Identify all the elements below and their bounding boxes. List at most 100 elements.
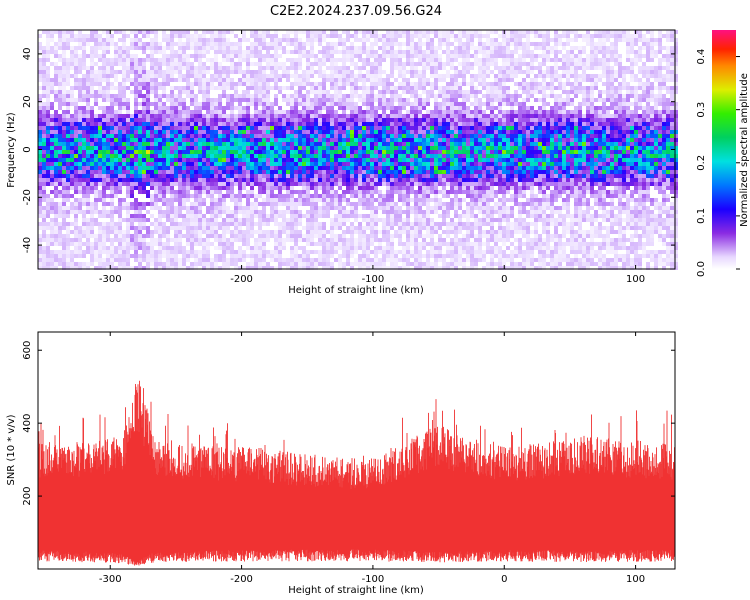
spectrogram-cell bbox=[82, 170, 86, 174]
spectrogram-cell bbox=[198, 250, 202, 254]
spectrogram-cell bbox=[202, 246, 206, 250]
spectrogram-cell bbox=[190, 170, 194, 174]
spectrogram-cell bbox=[246, 126, 250, 130]
spectrogram-cell bbox=[242, 210, 246, 214]
spectrogram-cell bbox=[254, 30, 258, 34]
spectrogram-cell bbox=[122, 62, 126, 66]
spectrogram-cell bbox=[98, 122, 102, 126]
spectrogram-cell bbox=[278, 162, 282, 166]
spectrogram-cell bbox=[186, 114, 190, 118]
spectrogram-cell bbox=[282, 174, 286, 178]
spectrogram-cell bbox=[178, 170, 182, 174]
spectrogram-cell bbox=[142, 254, 146, 258]
spectrogram-cell bbox=[338, 202, 342, 206]
spectrogram-cell bbox=[94, 246, 98, 250]
spectrogram-cell bbox=[306, 206, 310, 210]
spectrogram-cell bbox=[42, 226, 46, 230]
spectrogram-cell bbox=[126, 250, 130, 254]
spectrogram-cell bbox=[54, 142, 58, 146]
spectrogram-cell bbox=[110, 126, 114, 130]
spectrogram-cell bbox=[54, 218, 58, 222]
spectrogram-cell bbox=[90, 54, 94, 58]
spectrogram-cell bbox=[334, 166, 338, 170]
spectrogram-cell bbox=[166, 266, 170, 270]
spectrogram-cell bbox=[338, 258, 342, 262]
spectrogram-cell bbox=[258, 170, 262, 174]
spectrogram-cell bbox=[146, 206, 150, 210]
spectrogram-cell bbox=[90, 150, 94, 154]
spectrogram-cell bbox=[250, 250, 254, 254]
spectrogram-cell bbox=[118, 222, 122, 226]
spectrogram-cell bbox=[162, 162, 166, 166]
spectrogram-cell bbox=[170, 70, 174, 74]
spectrogram-cell bbox=[230, 134, 234, 138]
spectrogram-cell bbox=[110, 82, 114, 86]
spectrogram-cell bbox=[50, 130, 54, 134]
spectrogram-cell bbox=[202, 46, 206, 50]
spectrogram-cell bbox=[282, 34, 286, 38]
spectrogram-cell bbox=[302, 122, 306, 126]
spectrogram-cell bbox=[198, 118, 202, 122]
spectrogram-cell bbox=[270, 258, 274, 262]
spectrogram-cell bbox=[94, 198, 98, 202]
spectrogram-cell bbox=[290, 174, 294, 178]
spectrogram-cell bbox=[358, 42, 362, 46]
spectrogram-cell bbox=[354, 234, 358, 238]
spectrogram-cell bbox=[74, 234, 78, 238]
spectrogram-cell bbox=[130, 146, 134, 150]
spectrogram-cell bbox=[350, 202, 354, 206]
spectrogram-cell bbox=[110, 66, 114, 70]
spectrogram-cell bbox=[38, 182, 42, 186]
spectrogram-cell bbox=[86, 150, 90, 154]
spectrogram-cell bbox=[42, 34, 46, 38]
spectrogram-cell bbox=[86, 198, 90, 202]
spectrogram-cell bbox=[278, 82, 282, 86]
spectrogram-cell bbox=[354, 154, 358, 158]
spectrogram-cell bbox=[50, 86, 54, 90]
spectrogram-cell bbox=[254, 138, 258, 142]
spectrogram-cell bbox=[230, 62, 234, 66]
spectrogram-cell bbox=[214, 122, 218, 126]
spectrogram-cell bbox=[158, 238, 162, 242]
spectrogram-cell bbox=[306, 202, 310, 206]
spectrogram-cell bbox=[62, 262, 66, 266]
spectrogram-cell bbox=[334, 262, 338, 266]
spectrogram-cell bbox=[226, 226, 230, 230]
spectrogram-cell bbox=[238, 210, 242, 214]
spectrogram-cell bbox=[306, 62, 310, 66]
spectrogram-cell bbox=[282, 42, 286, 46]
spectrogram-cell bbox=[222, 246, 226, 250]
spectrogram-cell bbox=[42, 90, 46, 94]
spectrogram-cell bbox=[62, 58, 66, 62]
spectrogram-cell bbox=[254, 34, 258, 38]
spectrogram-cell bbox=[162, 102, 166, 106]
spectrogram-cell bbox=[338, 46, 342, 50]
spectrogram-cell bbox=[70, 82, 74, 86]
spectrogram-cell bbox=[166, 126, 170, 130]
spectrogram-cell bbox=[182, 258, 186, 262]
spectrogram-cell bbox=[178, 50, 182, 54]
spectrogram-cell bbox=[118, 206, 122, 210]
spectrogram-cell bbox=[322, 66, 326, 70]
spectrogram-cell bbox=[66, 250, 70, 254]
spectrogram-cell bbox=[90, 74, 94, 78]
spectrogram-cell bbox=[142, 134, 146, 138]
spectrogram-cell bbox=[222, 86, 226, 90]
spectrogram-cell bbox=[198, 34, 202, 38]
spectrogram-cell bbox=[286, 218, 290, 222]
spectrogram-cell bbox=[262, 54, 266, 58]
spectrogram-cell bbox=[74, 166, 78, 170]
spectrogram-cell bbox=[122, 206, 126, 210]
spectrogram-cell bbox=[294, 186, 298, 190]
spectrogram-cell bbox=[242, 134, 246, 138]
spectrogram-cell bbox=[50, 178, 54, 182]
spectrogram-cell bbox=[134, 114, 138, 118]
spectrogram-cell bbox=[318, 118, 322, 122]
spectrogram-cell bbox=[186, 34, 190, 38]
spectrogram-cell bbox=[242, 250, 246, 254]
spectrogram-cell bbox=[182, 238, 186, 242]
spectrogram-cell bbox=[350, 238, 354, 242]
spectrogram-cell bbox=[38, 186, 42, 190]
spectrogram-cell bbox=[290, 186, 294, 190]
spectrogram-cell bbox=[110, 250, 114, 254]
